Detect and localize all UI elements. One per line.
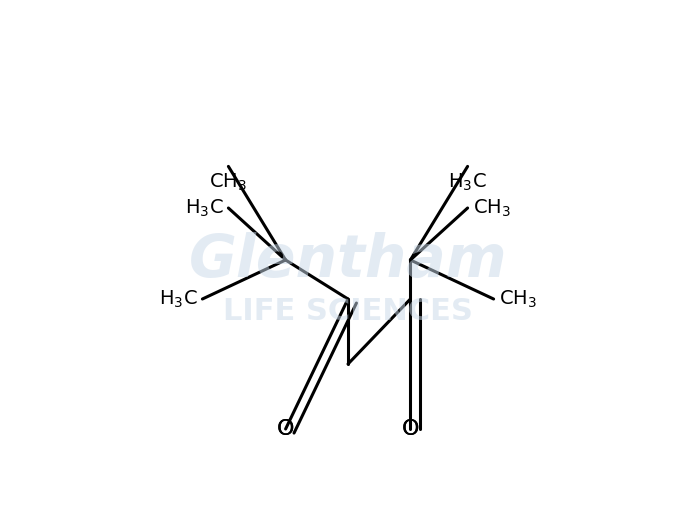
Text: H$_3$C: H$_3$C bbox=[184, 198, 223, 218]
Text: O: O bbox=[402, 419, 419, 439]
Text: O: O bbox=[277, 419, 294, 439]
Text: O: O bbox=[402, 419, 419, 439]
Text: CH$_3$: CH$_3$ bbox=[473, 198, 511, 218]
Text: CH$_3$: CH$_3$ bbox=[499, 289, 537, 309]
Text: Glentham: Glentham bbox=[189, 231, 507, 289]
Text: LIFE SCIENCES: LIFE SCIENCES bbox=[223, 297, 473, 327]
Text: H$_3$C: H$_3$C bbox=[159, 289, 197, 309]
Text: CH$_3$: CH$_3$ bbox=[209, 172, 247, 193]
Text: O: O bbox=[277, 419, 294, 439]
Text: H$_3$C: H$_3$C bbox=[448, 172, 487, 193]
